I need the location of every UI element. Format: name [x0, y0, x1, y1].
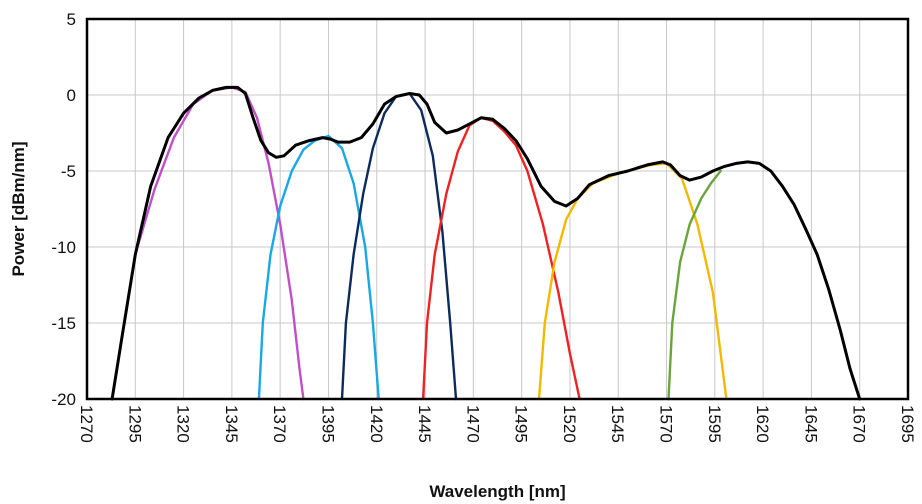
- x-tick-label: 1620: [753, 405, 772, 443]
- x-tick-label: 1595: [705, 405, 724, 443]
- grid-layer: [86, 18, 909, 400]
- x-tick-label: 1345: [222, 405, 241, 443]
- x-tick-label: 1320: [174, 405, 193, 443]
- series-layer: [110, 85, 862, 401]
- x-tick-label: 1420: [367, 405, 386, 443]
- series-line-6: [667, 169, 722, 401]
- x-tick-label: 1295: [125, 405, 144, 443]
- x-tick-label: 1570: [657, 405, 676, 443]
- x-tick-label: 1545: [608, 405, 627, 443]
- x-tick-label: 1645: [801, 405, 820, 443]
- x-tick-label: 1670: [850, 405, 869, 443]
- x-tick-label: 1395: [318, 405, 337, 443]
- y-axis-title: Power [dBm/nm]: [9, 141, 28, 276]
- y-tick-labels: -20 -15 -10 -5 0 5: [51, 10, 76, 409]
- y-tick-label: -10: [51, 238, 76, 257]
- y-tick-label: -20: [51, 390, 76, 409]
- y-tick-label: 5: [67, 10, 76, 29]
- x-tick-labels: 1270 1295 1320 1345 1370 1395 1420 1445 1470 1495…: [77, 405, 917, 443]
- series-line-1: [134, 86, 305, 401]
- plot-frame: [85, 17, 910, 401]
- y-tick-label: -5: [61, 162, 76, 181]
- x-tick-label: 1270: [77, 405, 96, 443]
- series-line-5: [537, 162, 728, 401]
- x-tick-label: 1495: [512, 405, 531, 443]
- x-tick-label: 1470: [463, 405, 482, 443]
- x-tick-label: 1445: [415, 405, 434, 443]
- y-tick-label: -15: [51, 314, 76, 333]
- x-tick-label: 1370: [270, 405, 289, 443]
- x-axis-title: Wavelength [nm]: [429, 482, 565, 501]
- x-tick-label: 1520: [560, 405, 579, 443]
- series-line-2: [257, 134, 380, 401]
- x-tick-label: 1695: [898, 405, 917, 443]
- series-line-7: [110, 85, 862, 401]
- y-tick-label: 0: [67, 86, 76, 105]
